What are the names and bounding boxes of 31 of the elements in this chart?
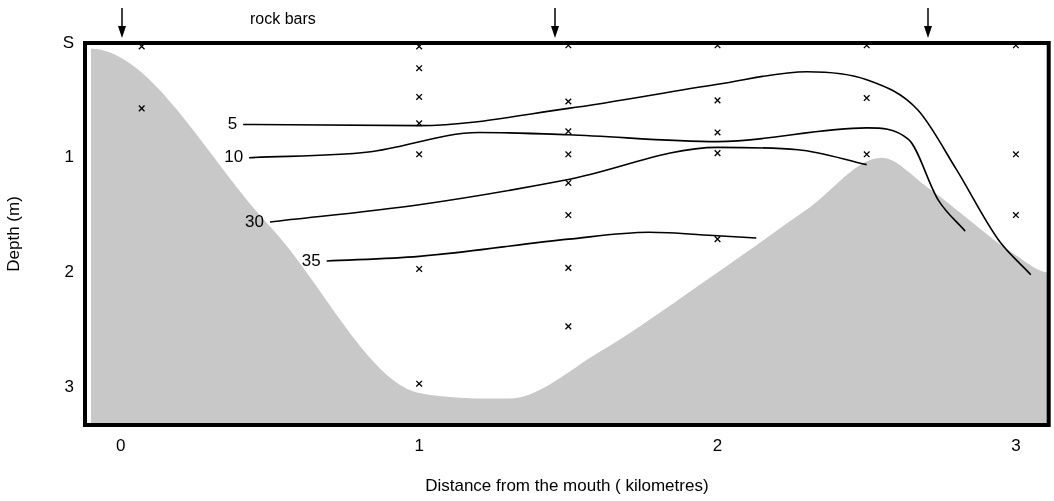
series-label: 5 — [227, 114, 238, 134]
series-label: 35 — [301, 250, 321, 270]
y-tick-label: 1 — [64, 147, 74, 167]
line-series — [325, 231, 758, 262]
x-tick-label: 3 — [1011, 435, 1021, 455]
x-tick-label: 1 — [414, 435, 424, 455]
point — [1012, 150, 1020, 158]
line-series — [248, 127, 966, 232]
x-tick-label: 2 — [712, 435, 723, 455]
series-label: 30 — [245, 211, 264, 231]
y-tick-label: 3 — [64, 376, 74, 396]
y-tick-label: 2 — [64, 262, 74, 282]
x-axis-title: Distance from the mouth ( kilometres) — [425, 476, 709, 496]
point — [415, 150, 423, 158]
point — [863, 94, 871, 102]
text: rock bars — [250, 10, 316, 28]
y-tick-label: S — [62, 32, 74, 52]
point — [714, 149, 721, 157]
point — [564, 264, 572, 272]
point — [564, 98, 572, 105]
line-series — [269, 146, 868, 223]
y-axis-title: Depth (m) — [3, 196, 23, 272]
point — [564, 211, 572, 219]
point — [564, 179, 572, 187]
point — [714, 235, 721, 243]
point — [415, 265, 423, 273]
line-series — [242, 70, 1032, 276]
point — [714, 96, 721, 104]
series-label: 10 — [224, 147, 244, 167]
x-tick-label: 0 — [116, 435, 126, 455]
point — [415, 380, 423, 388]
